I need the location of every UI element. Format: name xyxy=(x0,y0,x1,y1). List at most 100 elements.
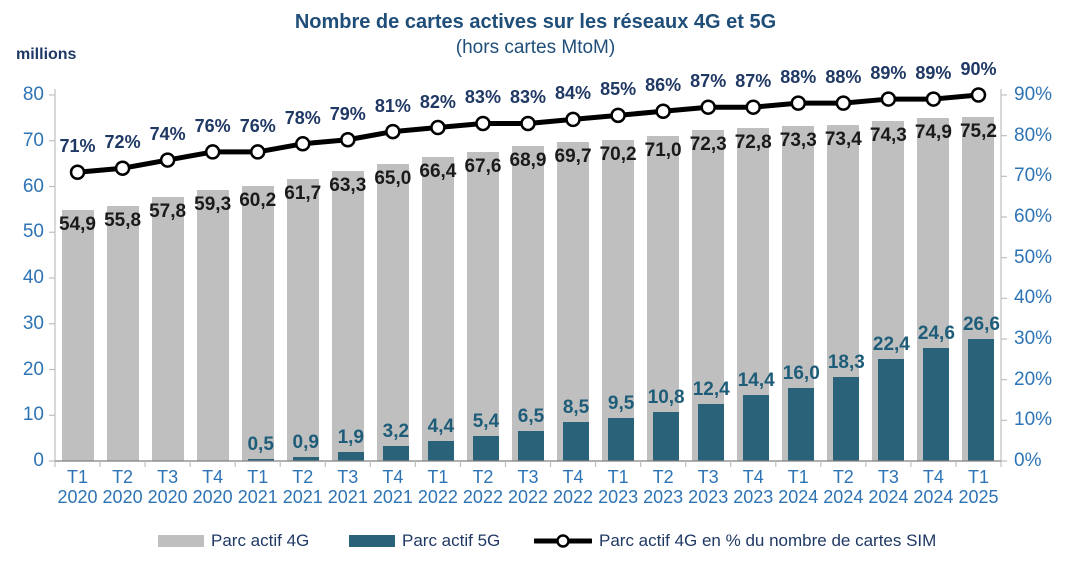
bar-5g xyxy=(518,431,544,461)
x-axis-label: T2 2022 xyxy=(460,467,505,507)
x-axis-quarter: T1 xyxy=(967,467,989,487)
bar-label-4g: 60,2 xyxy=(239,189,277,211)
x-axis-quarter: T2 xyxy=(472,467,494,487)
bar-4g xyxy=(421,157,454,461)
bar-label-5g: 24,6 xyxy=(917,323,955,345)
x-axis-year: 2022 xyxy=(507,487,549,507)
bar-5g xyxy=(608,417,635,461)
pct-line-marker xyxy=(340,131,356,148)
x-axis-quarter: T4 xyxy=(382,467,404,487)
pct-line-marker xyxy=(69,164,86,181)
bar-5g xyxy=(292,456,319,461)
pct-line-marker xyxy=(610,107,626,124)
pct-line-marker xyxy=(520,115,536,132)
x-axis-quarter: T1 xyxy=(247,467,269,487)
right-axis-tick-label: 30% xyxy=(1014,328,1053,349)
bar-4g xyxy=(647,136,680,461)
pct-label: 86% xyxy=(645,75,682,96)
x-axis-year: 2024 xyxy=(868,487,909,507)
x-axis-label: T4 2022 xyxy=(551,467,596,507)
bar-5g xyxy=(337,452,364,461)
bar-label-5g: 26,6 xyxy=(962,314,1000,336)
x-axis-quarter: T1 xyxy=(607,467,629,487)
bar-label-5g: 22,4 xyxy=(872,333,910,355)
x-axis-year: 2021 xyxy=(237,487,278,507)
pct-line-marker xyxy=(700,99,716,115)
bar-5g xyxy=(472,436,499,461)
x-axis-year: 2022 xyxy=(417,487,458,507)
bar-5g xyxy=(427,440,454,461)
pct-line-marker xyxy=(430,119,446,136)
bar-label-5g: 16,0 xyxy=(782,362,820,384)
bar-4g xyxy=(512,145,544,461)
pct-line-marker xyxy=(835,95,852,111)
pct-label: 88% xyxy=(825,67,862,88)
bar-5g xyxy=(743,395,770,461)
x-axis-year: 2023 xyxy=(598,487,639,507)
bar-label-4g: 57,8 xyxy=(149,200,187,222)
pct-line-marker xyxy=(970,87,987,103)
bar-4g xyxy=(466,151,499,461)
x-axis-year: 2021 xyxy=(372,487,413,507)
pct-line-marker xyxy=(204,144,221,160)
pct-line-marker xyxy=(880,91,897,107)
legend-line-marker-icon xyxy=(534,534,592,548)
y-axis-tick-label: 40 xyxy=(22,267,44,288)
x-axis-label: T1 2024 xyxy=(776,467,821,507)
legend-item-4g: Parc actif 4G xyxy=(158,530,309,552)
bar-label-4g: 55,8 xyxy=(104,209,142,231)
bar-4g xyxy=(151,196,184,461)
chart-title: Nombre de cartes actives sur les réseaux… xyxy=(294,11,777,33)
bar-5g xyxy=(923,348,950,461)
bar-label-5g: 10,8 xyxy=(647,386,685,408)
bar-5g xyxy=(788,387,815,461)
y-axis-tick-label: 30 xyxy=(22,312,44,334)
bar-label-5g: 5,4 xyxy=(472,411,500,433)
y-axis-tick-label: 70 xyxy=(22,129,44,151)
x-axis-label: T2 2020 xyxy=(100,467,145,507)
x-axis-year: 2020 xyxy=(102,487,143,507)
x-axis-quarter: T4 xyxy=(922,467,944,487)
pct-line-marker xyxy=(925,91,942,107)
x-axis-quarter: T3 xyxy=(877,467,899,487)
legend-swatch-5g-icon xyxy=(349,535,395,547)
x-axis-year: 2024 xyxy=(823,487,864,507)
x-axis-label: T3 2021 xyxy=(325,467,370,507)
bar-4g xyxy=(196,189,229,461)
legend-swatch-4g-icon xyxy=(158,535,204,547)
x-axis-label: T1 2020 xyxy=(55,467,100,507)
x-axis-label: T4 2024 xyxy=(911,467,956,507)
bar-5g xyxy=(968,339,995,461)
x-axis-year: 2021 xyxy=(282,487,323,507)
right-axis-tick-label: 20% xyxy=(1014,368,1053,390)
x-axis-label: T1 2022 xyxy=(415,467,460,507)
bar-label-5g: 0,9 xyxy=(292,431,319,453)
right-axis-tick-label: 50% xyxy=(1014,246,1053,268)
bar-label-5g: 4,4 xyxy=(427,415,455,437)
pct-label: 90% xyxy=(960,59,997,79)
x-axis-label: T3 2024 xyxy=(866,467,911,507)
right-axis-tick-label: 60% xyxy=(1014,206,1053,227)
bar-4g xyxy=(376,163,409,461)
pct-line-marker xyxy=(159,152,176,168)
legend-item-pct: Parc actif 4G en % du nombre de cartes S… xyxy=(534,530,936,552)
x-axis-year: 2024 xyxy=(913,487,954,507)
pct-line-marker xyxy=(745,99,761,115)
bar-5g xyxy=(833,377,860,461)
bar-label-4g: 75,2 xyxy=(959,120,997,142)
x-axis-label: T2 2023 xyxy=(641,467,686,507)
y-axis-tick-label: 20 xyxy=(22,358,44,380)
y-axis-tick-label: 10 xyxy=(22,404,44,426)
x-axis-year: 2021 xyxy=(327,487,368,507)
pct-label: 87% xyxy=(735,71,772,92)
bar-label-5g: 9,5 xyxy=(607,392,635,414)
bar-4g xyxy=(602,139,635,461)
x-axis-label: T2 2021 xyxy=(280,467,325,507)
pct-line-marker xyxy=(565,111,581,128)
pct-label: 89% xyxy=(870,63,907,84)
y-axis-tick-label: 50 xyxy=(22,221,44,243)
pct-line-marker xyxy=(385,123,401,140)
x-axis-year: 2022 xyxy=(553,487,594,507)
x-axis-quarter: T2 xyxy=(832,467,854,487)
